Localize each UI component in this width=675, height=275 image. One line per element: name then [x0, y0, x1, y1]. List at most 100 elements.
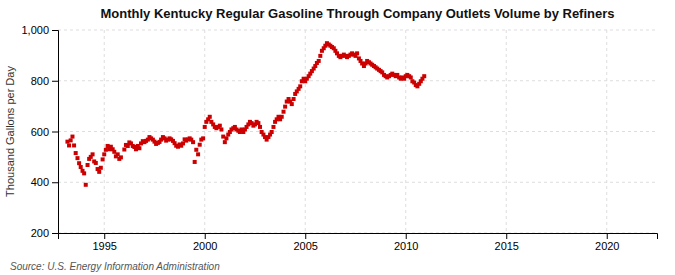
point [194, 148, 198, 152]
y-axis: 200 400 600 800 1,000 [21, 24, 58, 239]
grid-line-y [58, 131, 657, 132]
point [72, 143, 76, 147]
tick: 600 [31, 126, 58, 138]
tick-label: 800 [31, 75, 49, 87]
tick-mark [52, 81, 58, 82]
tick-mark [52, 233, 58, 234]
grid-line-x [606, 30, 607, 233]
point [101, 157, 105, 161]
tick: 1995 [92, 233, 116, 252]
point [198, 143, 202, 147]
point [191, 140, 195, 144]
tick-mark [305, 233, 306, 239]
point [256, 121, 260, 125]
tick-label: 2020 [595, 240, 619, 252]
point [409, 75, 413, 79]
tick-label: 1,000 [21, 24, 49, 36]
point [75, 156, 79, 160]
marks [65, 41, 426, 187]
tick: 800 [31, 75, 58, 87]
point [298, 84, 302, 88]
tick-mark [406, 233, 407, 239]
grid-line-y [58, 80, 657, 81]
tick-mark [205, 233, 206, 239]
grid-line-y [58, 30, 657, 31]
point [282, 110, 286, 114]
tick: 2010 [394, 233, 418, 252]
tick: 2000 [193, 233, 217, 252]
point [258, 125, 262, 129]
grid-line-x [104, 30, 105, 233]
point [104, 148, 108, 152]
tick-label: 2005 [293, 240, 317, 252]
tick-mark [52, 182, 58, 183]
tick-label: 400 [31, 176, 49, 188]
axis-line [59, 234, 658, 240]
point [86, 163, 90, 167]
tick-mark [104, 233, 105, 239]
tick-label: 200 [31, 227, 49, 239]
point [119, 155, 123, 159]
tick-mark [506, 233, 507, 239]
point [196, 152, 200, 156]
tick: 2005 [293, 233, 317, 252]
tick-mark [52, 132, 58, 133]
point [77, 161, 81, 165]
point [290, 102, 294, 106]
y-axis-title: Thousand Gallons per Day [4, 66, 16, 197]
grid-line-x [506, 30, 507, 233]
grid-line-y [58, 182, 657, 183]
point [280, 115, 284, 119]
grid-line-x [405, 30, 406, 233]
tick: 400 [31, 176, 58, 188]
point [69, 138, 73, 142]
tick: 2020 [595, 233, 619, 252]
point [422, 74, 426, 78]
tick-mark [607, 233, 608, 239]
tick-mark [52, 30, 58, 31]
tick: 200 [31, 227, 58, 239]
point [218, 124, 222, 128]
grid [58, 30, 657, 233]
point [283, 105, 287, 109]
point [112, 150, 116, 154]
point [203, 125, 207, 129]
tick-label: 2000 [193, 240, 217, 252]
x-axis: 1995 2000 2005 2010 2015 2020 [59, 233, 658, 252]
tick: 2015 [495, 233, 519, 252]
point [208, 115, 212, 119]
point [223, 140, 227, 144]
point [193, 160, 197, 164]
point [74, 151, 78, 155]
point [317, 59, 321, 63]
point [99, 166, 103, 170]
chart: 1995 2000 2005 2010 2015 2020 200 400 600 800 1,00… [0, 0, 675, 275]
point [318, 54, 322, 58]
grid-line-x [305, 30, 306, 233]
point [292, 97, 296, 101]
point [84, 183, 88, 187]
point [137, 146, 141, 150]
axis-line [52, 31, 59, 234]
point [201, 136, 205, 140]
point [67, 143, 71, 147]
title: Monthly Kentucky Regular Gasoline Throug… [100, 6, 614, 21]
point [70, 135, 74, 139]
tick-label: 2010 [394, 240, 418, 252]
point [94, 161, 98, 165]
point [102, 152, 106, 156]
tick: 1,000 [21, 24, 58, 36]
point [270, 130, 274, 134]
point [97, 170, 101, 174]
point [82, 171, 86, 175]
point [224, 136, 228, 140]
tick-label: 2015 [495, 240, 519, 252]
tick-label: 600 [31, 126, 49, 138]
point [219, 127, 223, 131]
point [91, 152, 95, 156]
point [271, 125, 275, 129]
source: Source: U.S. Energy Information Administ… [10, 261, 220, 272]
point [122, 148, 126, 152]
grid-line-x [204, 30, 205, 233]
point [355, 51, 359, 55]
